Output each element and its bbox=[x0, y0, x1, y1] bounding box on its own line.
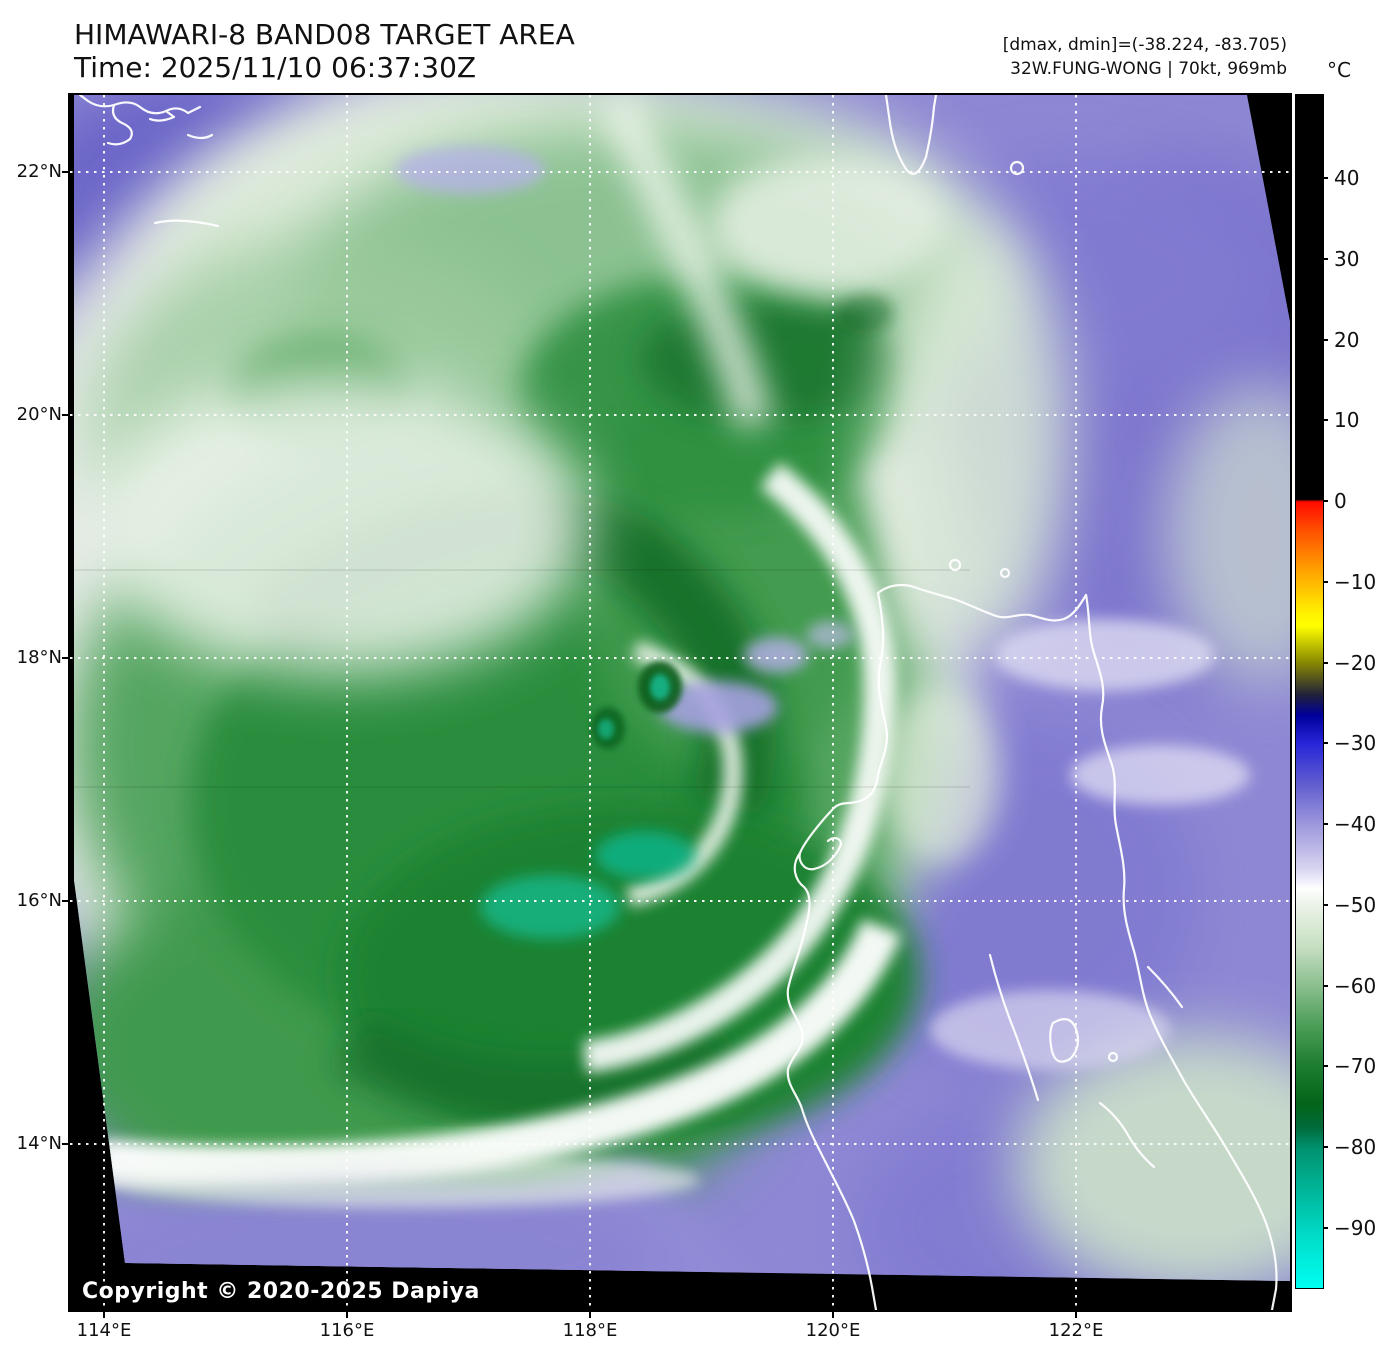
lat-label-14n: 14°N bbox=[16, 1133, 62, 1154]
satellite-image bbox=[70, 95, 1290, 1310]
coastline-bay-segment-1 bbox=[1098, 1101, 1156, 1169]
lon-label-116e: 116°E bbox=[319, 1320, 375, 1341]
coastline-luzon-west bbox=[786, 591, 888, 1310]
coastline-south-china-islet bbox=[153, 219, 220, 228]
colorbar-label-n30: −30 bbox=[1334, 731, 1377, 755]
colorbar-label-n40: −40 bbox=[1334, 812, 1377, 836]
lon-tickmark bbox=[346, 1312, 348, 1318]
colorbar-label-40: 40 bbox=[1334, 166, 1360, 190]
colorbar-label-n50: −50 bbox=[1334, 893, 1377, 917]
colorbar-label-n80: −80 bbox=[1334, 1135, 1377, 1159]
lat-tickmark bbox=[62, 1143, 68, 1145]
imagery-layer bbox=[74, 95, 1290, 1281]
lat-label-16n: 16°N bbox=[16, 890, 62, 911]
lat-label-22n: 22°N bbox=[16, 161, 62, 182]
colorbar-label-0: 0 bbox=[1334, 489, 1347, 513]
colorbar-tickmark bbox=[1323, 823, 1328, 825]
copyright-text: Copyright © 2020-2025 Dapiya bbox=[82, 1279, 480, 1304]
coastline-taiwan-south bbox=[884, 95, 938, 175]
coastline-island bbox=[1009, 160, 1025, 176]
coastlines-layer bbox=[78, 95, 1278, 1310]
coastline-luzon-east bbox=[1084, 593, 1278, 1310]
coastline-islet-2 bbox=[1107, 1051, 1119, 1063]
annotation-block: [dmax, dmin]=(-38.224, -83.705) 32W.FUNG… bbox=[1003, 33, 1287, 81]
lat-tickmark bbox=[62, 171, 68, 173]
coastline-babuyan-2 bbox=[999, 567, 1011, 579]
coastline-polillo bbox=[1049, 1018, 1080, 1063]
page-title: HIMAWARI-8 BAND08 TARGET AREA bbox=[74, 18, 575, 51]
colorbar-label-n60: −60 bbox=[1334, 974, 1377, 998]
lat-tickmark bbox=[62, 414, 68, 416]
colorbar-tickmark bbox=[1323, 662, 1328, 664]
lat-label-18n: 18°N bbox=[16, 647, 62, 668]
lon-label-114e: 114°E bbox=[76, 1320, 132, 1341]
satellite-map: Copyright © 2020-2025 Dapiya bbox=[68, 93, 1292, 1312]
coastline-babuyan-1 bbox=[948, 558, 962, 572]
colorbar-tickmark bbox=[1323, 1227, 1328, 1229]
lon-label-118e: 118°E bbox=[562, 1320, 618, 1341]
coastline-south-china bbox=[78, 95, 214, 146]
colorbar-tickmark bbox=[1323, 904, 1328, 906]
colorbar-label-30: 30 bbox=[1334, 247, 1360, 271]
lon-tickmark bbox=[832, 1312, 834, 1318]
colorbar-label-n10: −10 bbox=[1334, 570, 1377, 594]
lon-tickmark bbox=[589, 1312, 591, 1318]
storm-info-annotation: 32W.FUNG-WONG | 70kt, 969mb bbox=[1010, 59, 1287, 79]
coastline-bay-segment-3 bbox=[988, 953, 1040, 1102]
graticule-layer bbox=[70, 95, 1290, 1310]
colorbar-tickmark bbox=[1323, 177, 1328, 179]
colorbar-unit-label: °C bbox=[1327, 58, 1351, 82]
colorbar-gradient bbox=[1295, 94, 1324, 1289]
timestamp: Time: 2025/11/10 06:37:30Z bbox=[74, 51, 477, 84]
lat-tickmark bbox=[62, 900, 68, 902]
dmax-dmin-annotation: [dmax, dmin]=(-38.224, -83.705) bbox=[1002, 35, 1287, 55]
colorbar-tickmark bbox=[1323, 258, 1328, 260]
coastline-luzon-north bbox=[876, 583, 1088, 622]
colorbar-tickmark bbox=[1323, 1146, 1328, 1148]
colorbar-label-n20: −20 bbox=[1334, 651, 1377, 675]
colorbar-tickmark bbox=[1323, 985, 1328, 987]
lat-label-20n: 20°N bbox=[16, 404, 62, 425]
lon-label-122e: 122°E bbox=[1048, 1320, 1104, 1341]
title-block: HIMAWARI-8 BAND08 TARGET AREA Time: 2025… bbox=[74, 18, 575, 84]
colorbar-label-20: 20 bbox=[1334, 328, 1360, 352]
lon-label-120e: 120°E bbox=[805, 1320, 861, 1341]
colorbar-tickmark bbox=[1323, 339, 1328, 341]
colorbar-label-n70: −70 bbox=[1334, 1054, 1377, 1078]
colorbar-tickmark bbox=[1323, 1065, 1328, 1067]
lon-tickmark bbox=[103, 1312, 105, 1318]
colorbar-tickmark bbox=[1323, 419, 1328, 421]
colorbar-tickmark bbox=[1323, 742, 1328, 744]
coastline-bay-segment-2 bbox=[1146, 965, 1184, 1009]
colorbar-label-10: 10 bbox=[1334, 408, 1360, 432]
colorbar-tickmark bbox=[1323, 500, 1328, 502]
lat-tickmark bbox=[62, 657, 68, 659]
colorbar-label-n90: −90 bbox=[1334, 1216, 1377, 1240]
colorbar-tickmark bbox=[1323, 581, 1328, 583]
lon-tickmark bbox=[1075, 1312, 1077, 1318]
